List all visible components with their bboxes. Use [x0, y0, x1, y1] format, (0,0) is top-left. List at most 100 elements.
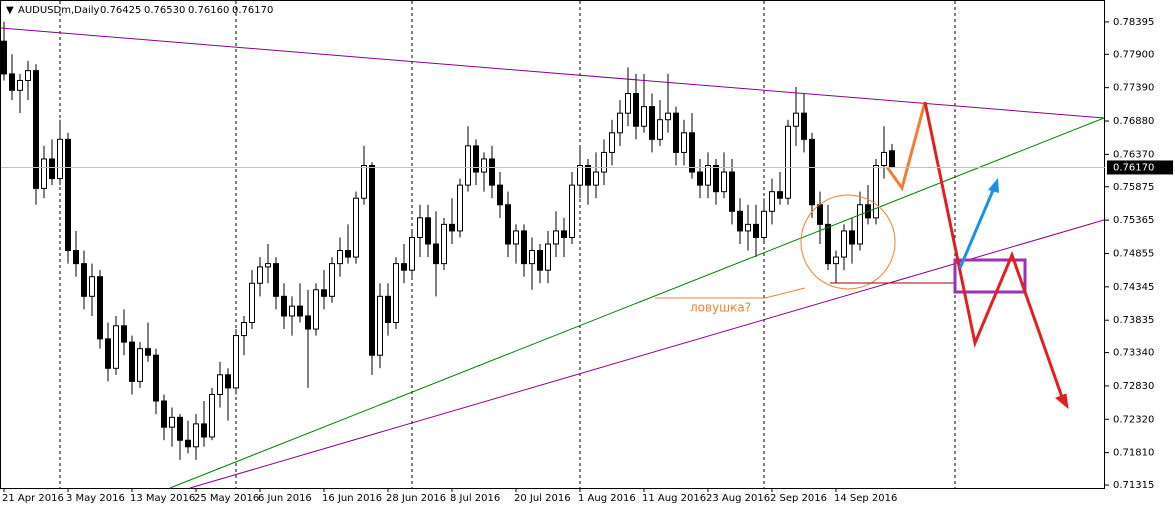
y-tick-label: 0.73835 — [1113, 315, 1154, 326]
candle-body — [633, 93, 639, 127]
candle-body — [249, 282, 255, 323]
candle-body — [57, 138, 63, 180]
candle-body — [841, 230, 847, 258]
header-marker: ▼ — [6, 5, 14, 16]
y-tick-label: 0.72830 — [1113, 381, 1154, 392]
candle-body — [81, 263, 87, 297]
candle-body — [665, 112, 671, 121]
candle-body — [481, 158, 487, 173]
candle-body — [129, 341, 135, 382]
drawings — [0, 27, 1105, 489]
y-tick-label: 0.72320 — [1113, 414, 1154, 425]
candle-body — [881, 151, 887, 167]
candle-body — [441, 223, 447, 265]
candle-body — [849, 230, 855, 245]
candle-body — [857, 204, 863, 245]
candle-body — [601, 151, 607, 173]
header-price: 0.76170 — [232, 5, 273, 16]
candle-body — [537, 250, 543, 271]
candle-body — [289, 305, 295, 317]
candle-body — [793, 112, 799, 127]
callout-line — [655, 287, 806, 299]
candle-body — [217, 374, 223, 395]
candle-body — [1, 40, 7, 75]
candle-body — [753, 223, 759, 238]
header-price: 0.76160 — [188, 5, 229, 16]
candle-body — [817, 204, 823, 225]
x-tick-label: 14 Sep 2016 — [834, 493, 897, 504]
candle-body — [361, 165, 367, 199]
candle-body — [121, 325, 127, 343]
candle-body — [609, 132, 615, 153]
candle-body — [377, 295, 383, 356]
candle-body — [713, 165, 719, 193]
candle-body — [385, 295, 391, 323]
x-tick-label: 16 Jun 2016 — [322, 493, 382, 504]
candle-body — [777, 191, 783, 199]
candle-body — [273, 263, 279, 297]
candle-body — [513, 230, 519, 245]
header: ▼ AUDUSDm,Daily — [6, 5, 100, 16]
candle-body — [705, 165, 711, 186]
zone-box — [953, 258, 1027, 294]
x-tick-label: 6 Jun 2016 — [258, 493, 312, 504]
candle-body — [345, 250, 351, 258]
red-arrowhead — [1055, 393, 1069, 410]
candle-body — [561, 230, 567, 238]
red-path — [923, 101, 1065, 401]
blue-arrow — [958, 187, 996, 269]
x-tick-label: 11 Aug 2016 — [642, 493, 706, 504]
candle-body — [825, 223, 831, 265]
candle-body — [113, 325, 119, 369]
candle-body — [17, 79, 23, 91]
candle-body — [449, 223, 455, 232]
candle-body — [137, 348, 143, 382]
y-tick-label: 0.77390 — [1113, 83, 1154, 94]
y-tick-label: 0.73340 — [1113, 348, 1154, 359]
y-tick-label: 0.74855 — [1113, 248, 1154, 259]
candle-body — [281, 295, 287, 317]
candle-body — [617, 112, 623, 134]
header-symbol: AUDUSDm,Daily — [18, 5, 100, 16]
y-tick-label: 0.75875 — [1113, 182, 1154, 193]
header-price: 0.76425 — [100, 5, 141, 16]
candle-body — [785, 125, 791, 199]
candle-body — [641, 106, 647, 127]
candle-body — [833, 256, 839, 265]
candle-body — [393, 263, 399, 323]
candle-body — [201, 423, 207, 438]
candle-body — [505, 204, 511, 245]
y-tick-label: 0.75365 — [1113, 215, 1154, 226]
candle-body — [417, 217, 423, 238]
candle-body — [489, 158, 495, 186]
candle-body — [401, 263, 407, 271]
candle-body — [25, 70, 31, 81]
candle-body — [233, 335, 239, 389]
candle-body — [193, 423, 199, 448]
candle-body — [593, 171, 599, 186]
trap-circle — [800, 194, 896, 290]
candle-body — [577, 165, 583, 186]
candle-body — [145, 348, 151, 356]
x-tick-label: 23 Aug 2016 — [706, 493, 770, 504]
candle-body — [697, 171, 703, 186]
candle-body — [33, 70, 39, 189]
x-tick-label: 20 Jul 2016 — [514, 493, 571, 504]
x-tick-label: 13 May 2016 — [130, 493, 195, 504]
candle-body — [297, 305, 303, 317]
candle-body — [185, 439, 191, 448]
candle-body — [241, 321, 247, 337]
candle-body — [689, 132, 695, 173]
candle-body — [465, 145, 471, 186]
candle-body — [889, 150, 895, 168]
candle-body — [209, 393, 215, 438]
candle-body — [313, 289, 319, 330]
candle-body — [737, 210, 743, 232]
candle-body — [681, 132, 687, 153]
candle-body — [305, 315, 311, 330]
candles — [1, 21, 895, 460]
x-tick-label: 2 Sep 2016 — [770, 493, 827, 504]
y-tick-label: 0.74345 — [1113, 282, 1154, 293]
x-tick-label: 8 Jul 2016 — [450, 493, 500, 504]
